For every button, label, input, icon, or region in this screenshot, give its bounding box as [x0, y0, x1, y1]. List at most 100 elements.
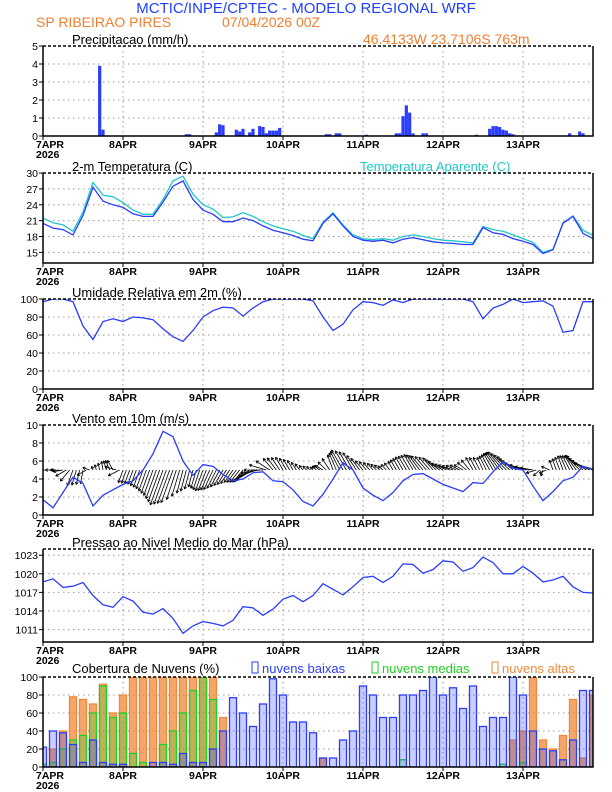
wind-arrow-head [200, 487, 204, 491]
wind-arrow-head [570, 460, 575, 464]
cloud-bar-nuvens-altas [158, 677, 168, 767]
wind-arrow-head [290, 461, 294, 466]
x-tick-label: 9APR [189, 392, 217, 404]
wind-arrow-shaft [533, 469, 540, 477]
wind-arrow [317, 461, 327, 471]
x-tick-label: 10APR [266, 645, 300, 657]
wind-arrow-shaft [180, 469, 187, 492]
wind-arrow-head [238, 473, 242, 478]
wind-arrow [170, 469, 181, 497]
wind-arrow-shaft [395, 456, 404, 471]
precip-bar [218, 124, 222, 136]
y-tick-label: 15 [26, 247, 38, 259]
precip-bar [568, 133, 572, 136]
wind-arrow-shaft [105, 460, 111, 471]
x-tick-label: 11APR [346, 645, 380, 657]
wind-arrow-head [445, 464, 449, 469]
wind-arrow-shaft [557, 455, 564, 471]
precip-bar [504, 130, 508, 136]
wind-arrow-head [76, 472, 81, 476]
y-tick-label: 60 [26, 330, 38, 342]
x-tick-label: 10APR [266, 139, 300, 151]
wind-arrow [243, 468, 263, 472]
plot-area-pressure [43, 556, 593, 635]
wind-arrow-head [551, 458, 555, 462]
wind-arrow-head [370, 463, 374, 468]
cloud-bar-nuvens-baixas [208, 748, 218, 767]
cloud-bar-nuvens-baixas [248, 725, 258, 767]
panel-clouds: 0 20 40 60 80 100 7APR 8APR 9APR 10APR 11APR 12APR 1… [20, 672, 594, 792]
wind-arrow [142, 469, 154, 496]
wind-arrow-shaft [53, 469, 64, 473]
wind-arrow-shaft [367, 463, 374, 471]
wind-arrow-shaft [143, 469, 154, 496]
panel-title-temp: 2-m Temperatura (C) [72, 159, 192, 174]
x-tick-label: 10APR [266, 266, 300, 278]
wind-arrow-head [294, 463, 298, 467]
cloud-bar-nuvens-altas [558, 734, 568, 767]
wind-arrow-head [220, 480, 224, 484]
y-tick-label: 40 [26, 348, 38, 360]
precip-bar [324, 134, 328, 136]
wind-arrow-shaft [223, 469, 234, 483]
y-tick-label: 40 [26, 726, 38, 738]
wind-arrow-shaft [449, 464, 460, 471]
wind-arrow-head [427, 461, 432, 465]
wind-arrow-shaft [298, 465, 304, 471]
wind-arrow [342, 452, 354, 471]
wind-arrow-head [104, 465, 108, 469]
wind-arrow-head [395, 456, 399, 460]
wind-arrow-shaft [481, 454, 491, 471]
precip-bar [401, 116, 405, 136]
wind-arrow-head [266, 457, 271, 461]
y-tick-label: 80 [26, 312, 38, 324]
y-tick-label: 24 [26, 200, 38, 212]
wind-arrow-head [262, 457, 267, 462]
wind-arrow [551, 458, 557, 471]
precip-bar [511, 134, 515, 136]
precip-bar [274, 130, 278, 136]
wind-arrow-shaft [400, 455, 411, 471]
wind-arrow-head [55, 473, 59, 477]
y-tick-label: 10 [26, 420, 38, 432]
panel-title-pressure: Pressao ao Nivel Medio do Mar (hPa) [72, 535, 289, 550]
wind-arrow-shaft [255, 460, 270, 471]
cloud-bar-nuvens-medias [208, 698, 218, 767]
y-tick-label: 20 [26, 366, 38, 378]
wind-arrow [456, 462, 467, 471]
wind-arrow-shaft [350, 457, 360, 471]
wind-arrow [478, 455, 487, 471]
wind-arrow-shaft [490, 453, 507, 471]
precip-bar [184, 134, 188, 136]
wind-arrow [400, 454, 411, 471]
wind-arrow-head [120, 480, 125, 484]
wind-arrow-head [338, 451, 342, 455]
wind-arrow-shaft [403, 454, 414, 471]
y-tick-label: 2 [32, 492, 38, 504]
wind-arrow-shaft [453, 464, 464, 471]
wind-arrow [240, 469, 260, 475]
wind-arrow-head [414, 456, 418, 460]
x-tick-label: 11APR [346, 266, 380, 278]
wind-arrow-head [187, 483, 191, 488]
wind-arrow-shaft [121, 469, 127, 484]
wind-arrow [487, 451, 504, 471]
cloud-bar-nuvens-baixas [43, 746, 48, 767]
wind-arrow [414, 456, 427, 471]
wind-arrow-head [566, 455, 570, 460]
wind-arrow-shaft [551, 458, 557, 471]
wind-arrow [93, 464, 98, 471]
precip-bar [334, 133, 338, 136]
wind-arrow-head [93, 464, 98, 468]
cloud-bar-nuvens-baixas [268, 678, 278, 767]
wind-arrow [472, 457, 481, 471]
wind-arrow-shaft [108, 469, 120, 477]
wind-arrow-shaft [549, 460, 554, 471]
wind-arrow-shaft [408, 455, 420, 471]
wind-arrow-head [472, 457, 477, 461]
wind-arrow-shaft [317, 461, 327, 471]
wind-arrow [321, 458, 331, 471]
precip-bar [424, 133, 428, 136]
series-line-pressure [43, 556, 593, 635]
wind-arrow-head [132, 484, 136, 488]
